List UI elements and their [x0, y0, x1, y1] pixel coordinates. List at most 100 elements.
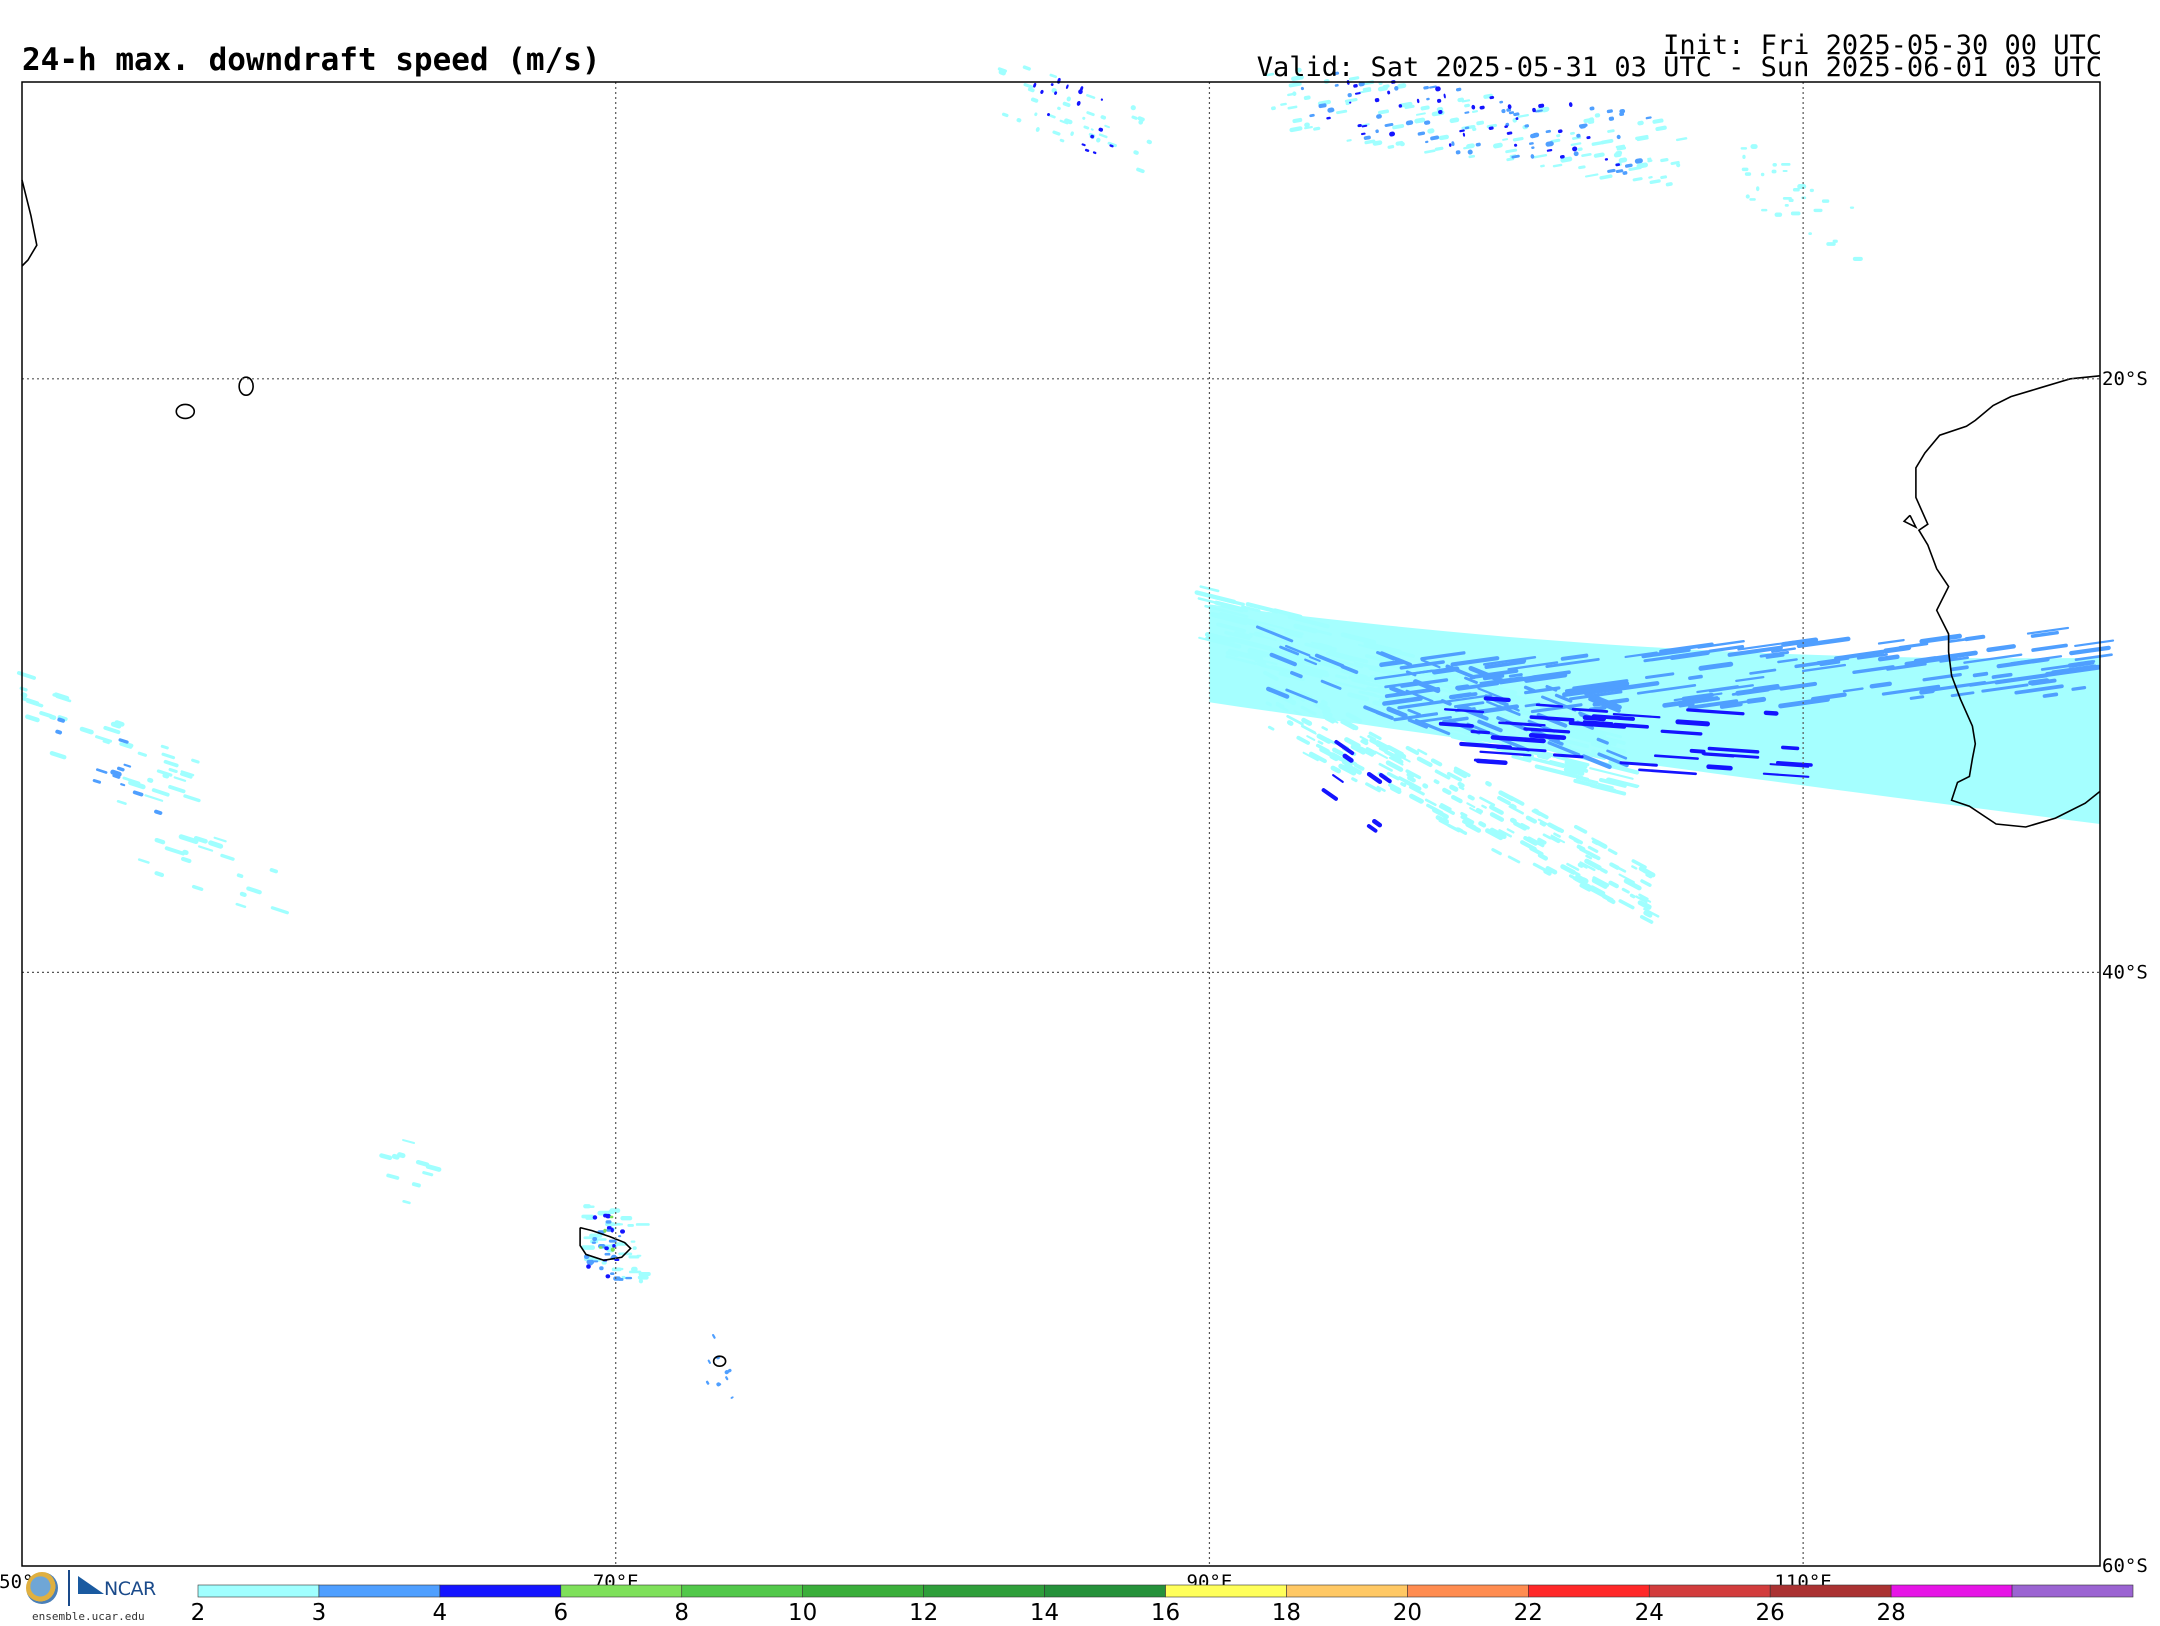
downdraft-streak-medium: [1420, 651, 1466, 661]
north-cell-strong: [1437, 98, 1442, 103]
downdraft-streak-light: [1598, 778, 1627, 788]
downdraft-streak-light: [1497, 795, 1511, 806]
colorbar-swatch: [1648, 1584, 1771, 1598]
downdraft-streak-strong: [1689, 748, 1706, 754]
downdraft-streak-light: [1631, 865, 1638, 870]
shark-bay-coast: [1902, 514, 1918, 529]
west-cell-medium: [132, 790, 144, 797]
north-west-cell: [997, 67, 1007, 73]
downdraft-streak-medium: [1560, 653, 1589, 661]
north-cell-light: [1577, 147, 1583, 152]
downdraft-streak-light: [1569, 740, 1586, 747]
north-cell-medium: [1513, 112, 1520, 117]
downdraft-streak-light: [1638, 893, 1649, 901]
north-cell-light: [1542, 108, 1549, 113]
north-cell-strong: [1398, 104, 1403, 108]
north-east-cell: [1849, 206, 1855, 209]
downdraft-streak-medium: [1778, 696, 1830, 709]
downdraft-streak-light: [1301, 717, 1313, 726]
kerguelen-cell-light: [581, 1245, 596, 1250]
west-cell-light: [16, 671, 36, 680]
downdraft-streak-medium: [1407, 708, 1421, 716]
north-cell-medium: [1606, 109, 1613, 114]
downdraft-streak-light: [1645, 872, 1653, 879]
downdraft-streak-light: [1265, 701, 1272, 707]
downdraft-streak-light: [1368, 731, 1382, 741]
kerguelen-island: [579, 1226, 632, 1262]
north-west-cell: [1146, 139, 1152, 145]
north-east-cell: [1781, 163, 1791, 166]
downdraft-streak-light: [1359, 735, 1369, 742]
downdraft-streak-light: [1562, 731, 1597, 744]
north-east-cell: [1797, 184, 1807, 189]
north-cell-light: [1348, 76, 1360, 81]
north-cell-light: [1578, 165, 1586, 170]
downdraft-streak-medium: [1972, 671, 1989, 678]
downdraft-streak-medium: [1382, 696, 1423, 706]
colorbar: 2 3 4 6 8 10 12 14 16 18 20 22 24 26 28: [191, 1584, 2134, 1626]
downdraft-streak-medium: [1842, 687, 1864, 693]
downdraft-streak-light: [1221, 603, 1244, 613]
west-cell-light: [161, 752, 176, 760]
north-east-cell: [1749, 198, 1756, 201]
downdraft-streak-medium: [1759, 651, 1790, 658]
downdraft-streak-medium: [1606, 749, 1628, 760]
north-west-cell-strong: [1040, 89, 1044, 94]
southwest-cell: [239, 891, 247, 897]
downdraft-streak-medium: [1948, 636, 1976, 643]
downdraft-streak-medium: [1708, 644, 1745, 653]
downdraft-streak-strong: [1775, 760, 1813, 767]
southwest-cell: [154, 871, 165, 878]
downdraft-streak-light: [1345, 712, 1363, 724]
southwest-cell: [154, 837, 166, 845]
southwest-cell: [220, 853, 235, 861]
downdraft-streak-medium: [1399, 660, 1445, 670]
downdraft-streak-medium: [2074, 653, 2113, 661]
west-cell-medium: [154, 809, 163, 815]
downdraft-streak-medium: [1530, 703, 1583, 714]
north-east-cell: [1808, 232, 1812, 235]
downdraft-streak-light: [1583, 848, 1600, 859]
north-cell-light: [1358, 89, 1372, 94]
downdraft-streak-medium: [1904, 655, 1958, 666]
southwest-cell: [208, 840, 224, 849]
north-cell-medium: [1622, 171, 1628, 175]
north-cell-medium: [1347, 93, 1352, 98]
north-cell-light: [1493, 142, 1503, 149]
southwest-cell: [193, 835, 208, 844]
southwest-cell: [270, 906, 289, 915]
north-cell-light: [1291, 75, 1304, 81]
downdraft-streak-light: [1550, 835, 1561, 844]
kerguelen-cell-peak: [609, 1215, 614, 1219]
south-cell: [379, 1153, 393, 1161]
downdraft-streak-light: [1489, 812, 1505, 822]
north-cell-light: [1399, 141, 1405, 147]
downdraft-streak-light: [1640, 879, 1652, 887]
north-cell-medium: [1576, 133, 1581, 138]
colorbar-swatch: [1165, 1584, 1287, 1598]
kerguelen-cell-light: [632, 1246, 637, 1250]
downdraft-streak-light: [1447, 823, 1461, 833]
north-west-cell: [1082, 116, 1086, 120]
downdraft-streak-medium: [1883, 645, 1912, 654]
north-east-cell: [1740, 147, 1748, 150]
downdraft-streak-light: [1405, 769, 1422, 780]
gridlines: [22, 82, 2100, 1566]
downdraft-streak-light: [1322, 714, 1339, 724]
southwest-cell: [137, 858, 150, 864]
downdraft-streak-light: [1295, 695, 1305, 702]
downdraft-streak-light: [1449, 784, 1459, 792]
downdraft-streak-medium: [1939, 656, 1969, 663]
colorbar-swatch: [1286, 1584, 1408, 1598]
north-west-cell: [1131, 115, 1138, 120]
downdraft-streak-light: [1507, 855, 1521, 864]
north-west-cell: [1034, 112, 1038, 117]
downdraft-streak-medium: [1498, 705, 1521, 716]
downdraft-streak-light: [1458, 785, 1465, 791]
downdraft-streak-medium: [1834, 649, 1885, 661]
downdraft-streak-medium: [1644, 672, 1675, 680]
north-west-cell: [1136, 167, 1145, 174]
north-cell-light: [1533, 154, 1548, 159]
colorbar-tick: 18: [1272, 1600, 1301, 1626]
